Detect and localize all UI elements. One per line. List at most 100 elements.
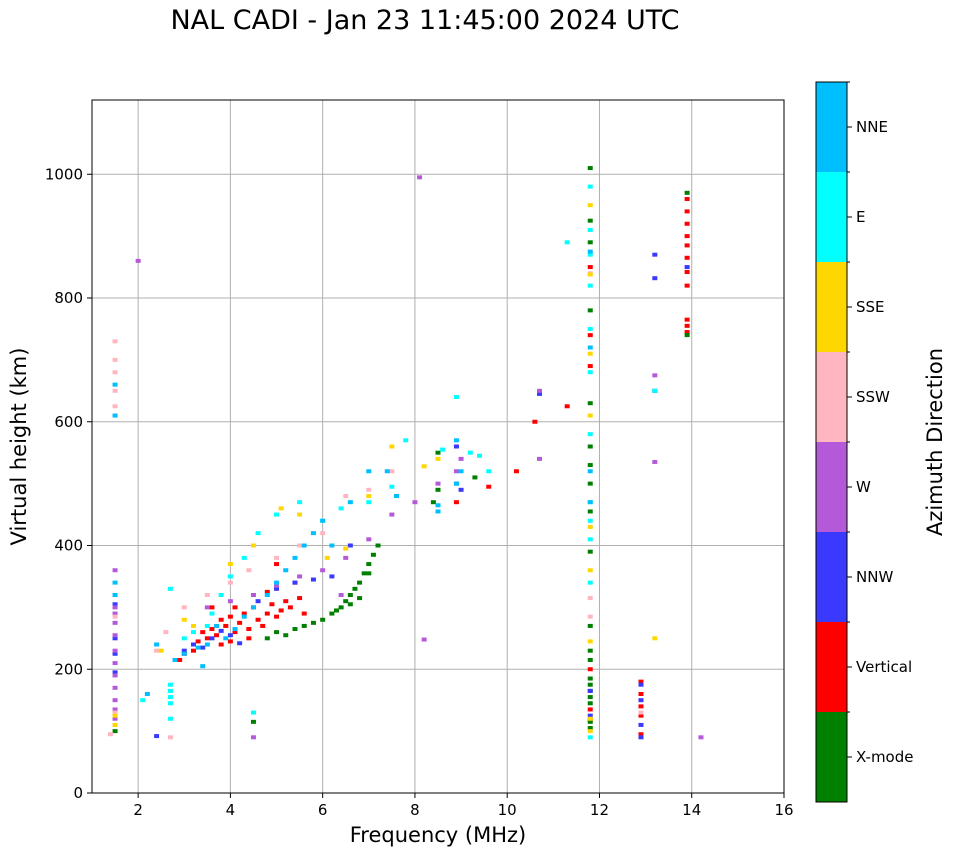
echo-point-e	[338, 506, 344, 511]
echo-point-e	[167, 688, 173, 693]
echo-point-vertical	[200, 630, 206, 635]
echo-point-nnw	[458, 487, 464, 492]
echo-point-vertical	[232, 630, 238, 635]
echo-point-e	[587, 184, 593, 189]
colorbar-tick-label: X-mode	[856, 748, 913, 766]
echo-point-e	[587, 518, 593, 523]
echo-point-e	[190, 630, 196, 635]
echo-point-sse	[652, 636, 658, 641]
echo-point-sse	[435, 456, 441, 461]
echo-point-x-mode	[587, 726, 593, 731]
colorbar-tick-label: Vertical	[856, 658, 912, 676]
echo-point-ssw	[389, 469, 395, 474]
echo-point-vertical	[283, 599, 289, 604]
echo-point-ssw	[638, 710, 644, 715]
echo-point-nnw	[638, 698, 644, 703]
echo-point-w	[435, 481, 441, 486]
echo-point-sse	[587, 524, 593, 529]
echo-point-nne	[292, 555, 298, 560]
echo-point-x-mode	[587, 623, 593, 628]
echo-point-e	[389, 484, 395, 489]
echo-point-w	[320, 568, 326, 573]
echo-point-nnw	[227, 633, 233, 638]
echo-point-x-mode	[587, 676, 593, 681]
echo-point-vertical	[274, 614, 280, 619]
x-tick-label: 12	[590, 801, 609, 819]
echo-point-vertical	[264, 589, 270, 594]
echo-point-nnw	[453, 444, 459, 449]
echo-point-vertical	[287, 605, 293, 610]
echo-point-x-mode	[472, 475, 478, 480]
echo-point-vertical	[246, 636, 252, 641]
echo-point-nne	[250, 605, 256, 610]
x-tick-label: 14	[682, 801, 701, 819]
echo-point-sse	[250, 543, 256, 548]
echo-point-ssw	[112, 339, 118, 344]
echo-point-e	[274, 512, 280, 517]
echo-point-nnw	[310, 577, 316, 582]
echo-point-sse	[421, 464, 427, 469]
echo-point-nnw	[112, 670, 118, 675]
echo-point-x-mode	[329, 611, 335, 616]
echo-point-e	[167, 716, 173, 721]
echo-point-sse	[587, 729, 593, 734]
echo-point-vertical	[274, 562, 280, 567]
echo-point-w	[366, 537, 372, 542]
echo-point-e	[587, 326, 593, 331]
echo-point-vertical	[587, 333, 593, 338]
echo-point-x-mode	[435, 487, 441, 492]
echo-point-sse	[158, 648, 164, 653]
echo-point-vertical	[638, 704, 644, 709]
x-tick-label: 16	[774, 801, 793, 819]
echo-point-vertical	[177, 657, 183, 662]
echo-point-x-mode	[366, 562, 372, 567]
echo-point-w	[112, 707, 118, 712]
x-tick-label: 10	[498, 801, 517, 819]
echo-point-nne	[112, 382, 118, 387]
echo-point-e	[167, 682, 173, 687]
colorbar-tick-label: E	[856, 208, 865, 226]
y-tick-label: 1000	[45, 165, 83, 183]
echo-point-nnw	[347, 543, 353, 548]
echo-point-x-mode	[347, 593, 353, 597]
y-tick-label: 600	[54, 413, 83, 431]
echo-point-e	[587, 252, 593, 257]
echo-point-nne	[587, 249, 593, 254]
echo-point-nne	[172, 657, 178, 662]
echo-point-x-mode	[274, 630, 280, 635]
x-tick-label: 4	[226, 801, 236, 819]
echo-point-x-mode	[587, 401, 593, 406]
echo-point-x-mode	[338, 605, 344, 610]
echo-point-e	[587, 580, 593, 585]
echo-point-w	[250, 735, 256, 740]
x-axis-ticks: 2 4 6 8 10 12 14 16	[133, 793, 794, 819]
echo-point-e	[167, 701, 173, 706]
echo-point-ssw	[366, 487, 372, 492]
echo-point-vertical	[301, 611, 307, 616]
echo-point-e	[140, 698, 146, 703]
echo-point-vertical	[638, 692, 644, 696]
echo-point-vertical	[564, 404, 570, 409]
echo-points	[107, 166, 704, 740]
echo-point-nnw	[587, 713, 593, 718]
echo-point-nne	[329, 543, 335, 548]
echo-point-nne	[310, 531, 316, 536]
echo-point-e	[587, 227, 593, 232]
echo-point-vertical	[587, 364, 593, 369]
echo-point-w	[698, 735, 704, 740]
echo-point-x-mode	[684, 333, 690, 338]
echo-point-nne	[200, 664, 206, 669]
echo-point-w	[112, 685, 118, 690]
colorbar-tick-label: SSW	[856, 388, 890, 406]
echo-point-ssw	[274, 555, 280, 560]
echo-point-nne	[112, 580, 118, 585]
echo-point-vertical	[486, 484, 492, 489]
echo-point-ssw	[112, 404, 118, 409]
x-tick-label: 2	[133, 801, 143, 819]
colorbar-tick-label: NNE	[856, 118, 888, 136]
echo-point-w	[112, 648, 118, 653]
echo-point-vertical	[255, 617, 261, 622]
echo-point-nne	[232, 627, 238, 632]
echo-point-vertical	[269, 602, 275, 607]
echo-point-w	[135, 258, 141, 263]
